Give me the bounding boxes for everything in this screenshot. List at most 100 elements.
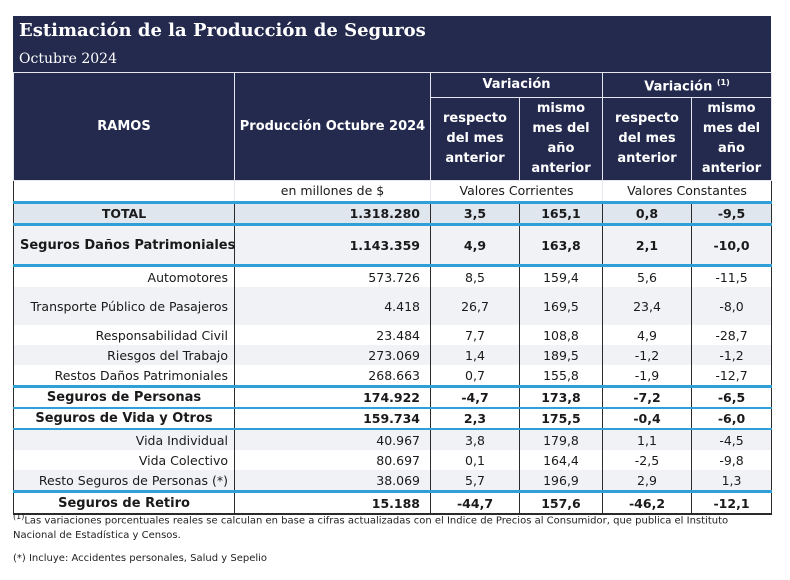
prod-cell: 80.697 [234,450,431,471]
report-table-frame: Estimación de la Producción de Seguros O… [13,16,773,516]
header-valores-constantes: Valores Constantes [601,180,773,205]
header-variacion-constantes-label: Variación [644,79,713,95]
header-variacion-corrientes: Variación [430,71,603,99]
vc-anio-cell: 159,4 [519,265,603,288]
table-row: Vida Colectivo 80.697 0,1 164,4 -2,5 -9,… [13,450,773,471]
prod-cell: 273.069 [234,345,431,366]
header-mismo-mes-corrientes: mismo mes del año anterior [519,97,603,182]
footnotes: (1)Las variaciones porcentuales reales s… [13,509,773,566]
prod-cell: 23.484 [234,325,431,346]
vc-anio-cell: 169,5 [519,287,603,326]
header-variacion-constantes: Variación (1) [601,71,773,99]
vk-mes-cell: 0,8 [602,202,692,227]
vc-mes-cell: -4,7 [430,386,520,410]
vc-anio-cell: 163,8 [519,224,603,268]
header-unidad: en millones de $ [234,180,431,205]
header-resp-mes-constantes: respecto del mes anterior [602,97,692,182]
ramo-cell: Seguros de Vida y Otros [13,408,235,431]
table-row-danos: Seguros Daños Patrimoniales 1.143.359 4,… [13,224,773,268]
header-ramos: RAMOS [13,71,235,182]
vk-mes-cell: 2,1 [602,224,692,268]
table-row: Vida Individual 40.967 3,8 179,8 1,1 -4,… [13,429,773,451]
vc-mes-cell: 5,7 [430,470,520,494]
ramo-cell: Seguros Daños Patrimoniales [13,224,235,268]
vc-mes-cell: 7,7 [430,325,520,346]
vk-mes-cell: -1,9 [602,365,692,389]
report-title: Estimación de la Producción de Seguros [19,20,426,41]
vc-anio-cell: 189,5 [519,345,603,366]
vc-anio-cell: 173,8 [519,386,603,410]
prod-cell: 1.318.280 [234,202,431,227]
footnote-1: (1)Las variaciones porcentuales reales s… [13,509,773,543]
vk-mes-cell: 4,9 [602,325,692,346]
vc-mes-cell: -44,7 [430,491,520,516]
vc-anio-cell: 196,9 [519,470,603,494]
footnote-1-marker: (1) [13,512,25,521]
vk-anio-cell: 1,3 [690,470,773,494]
table-row-total: TOTAL 1.318.280 3,5 165,1 0,8 -9,5 [13,202,773,227]
prod-cell: 4.418 [234,287,431,326]
table-row: Restos Daños Patrimoniales 268.663 0,7 1… [13,365,773,389]
table-row-retiro: Seguros de Retiro 15.188 -44,7 157,6 -46… [13,491,773,516]
vc-anio-cell: 155,8 [519,365,603,389]
prod-cell: 1.143.359 [234,224,431,268]
title-block: Estimación de la Producción de Seguros O… [13,16,771,72]
vk-mes-cell: -0,4 [602,408,692,431]
table-row: Riesgos del Trabajo 273.069 1,4 189,5 -1… [13,345,773,366]
vk-mes-cell: 2,9 [602,470,692,494]
table-row: Transporte Público de Pasajeros 4.418 26… [13,287,773,326]
table-row-personas: Seguros de Personas 174.922 -4,7 173,8 -… [13,386,773,410]
vc-mes-cell: 26,7 [430,287,520,326]
header-produccion: Producción Octubre 2024 [234,71,431,182]
vk-anio-cell: -6,0 [690,408,773,431]
vk-mes-cell: -2,5 [602,450,692,471]
header-mismo-mes-constantes: mismo mes del año anterior [690,97,773,182]
vc-mes-cell: 2,3 [430,408,520,431]
vk-anio-cell: -28,7 [690,325,773,346]
vc-mes-cell: 4,9 [430,224,520,268]
ramo-cell: Responsabilidad Civil [13,325,235,346]
prod-cell: 40.967 [234,429,431,451]
header-valores-corrientes: Valores Corrientes [430,180,603,205]
vc-mes-cell: 1,4 [430,345,520,366]
vc-anio-cell: 157,6 [519,491,603,516]
prod-cell: 268.663 [234,365,431,389]
prod-cell: 573.726 [234,265,431,288]
report-subtitle: Octubre 2024 [19,51,117,67]
vk-mes-cell: 5,6 [602,265,692,288]
footnote-marker: (1) [716,78,730,87]
ramo-cell: Seguros de Personas [13,386,235,410]
ramo-cell: Automotores [13,265,235,288]
table-row: Automotores 573.726 8,5 159,4 5,6 -11,5 [13,265,773,288]
prod-cell: 174.922 [234,386,431,410]
vk-mes-cell: 1,1 [602,429,692,451]
footnote-2: (*) Incluye: Accidentes personales, Salu… [13,553,268,565]
prod-cell: 38.069 [234,470,431,494]
vk-mes-cell: -7,2 [602,386,692,410]
table-row: Responsabilidad Civil 23.484 7,7 108,8 4… [13,325,773,346]
prod-cell: 15.188 [234,491,431,516]
vc-mes-cell: 0,7 [430,365,520,389]
vk-anio-cell: -12,7 [690,365,773,389]
footnote-1-text: Las variaciones porcentuales reales se c… [13,515,729,542]
vk-anio-cell: -9,8 [690,450,773,471]
vc-mes-cell: 0,1 [430,450,520,471]
ramo-cell: Vida Colectivo [13,450,235,471]
vc-mes-cell: 3,8 [430,429,520,451]
prod-cell: 159.734 [234,408,431,431]
vk-anio-cell: -8,0 [690,287,773,326]
production-table: RAMOS Producción Octubre 2024 Variación … [13,71,773,516]
vc-mes-cell: 3,5 [430,202,520,227]
vc-anio-cell: 165,1 [519,202,603,227]
ramo-cell: TOTAL [13,202,235,227]
ramo-cell: Transporte Público de Pasajeros [13,287,235,326]
vk-mes-cell: -1,2 [602,345,692,366]
vk-anio-cell: -1,2 [690,345,773,366]
table-row-vida: Seguros de Vida y Otros 159.734 2,3 175,… [13,408,773,431]
vk-anio-cell: -9,5 [690,202,773,227]
vk-anio-cell: -6,5 [690,386,773,410]
vk-anio-cell: -10,0 [690,224,773,268]
vc-anio-cell: 108,8 [519,325,603,346]
ramo-cell: Restos Daños Patrimoniales [13,365,235,389]
header-resp-mes-corrientes: respecto del mes anterior [430,97,520,182]
